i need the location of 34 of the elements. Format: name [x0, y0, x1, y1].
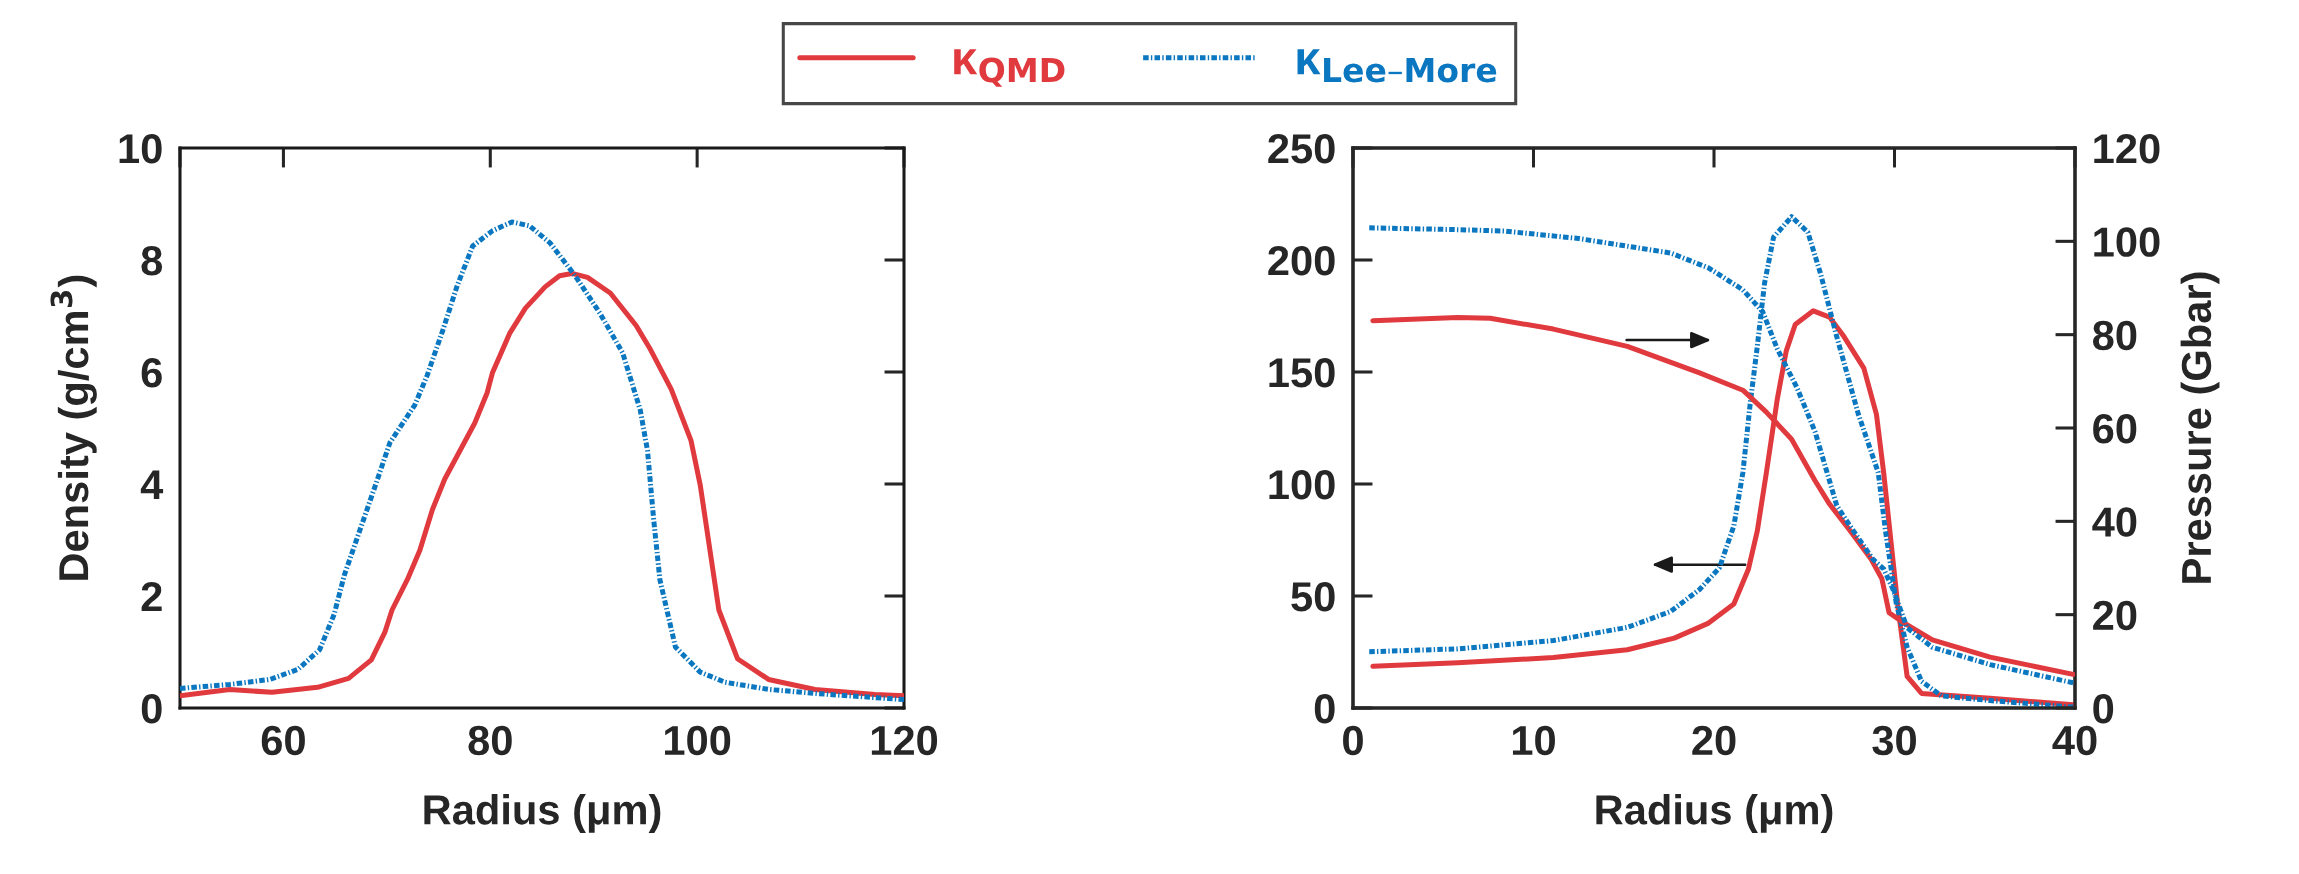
- y2-tick-label: 0: [2093, 694, 2114, 724]
- x-axis-title: Radius (μm): [1596, 794, 1833, 833]
- y2-tick-label: 40: [2092, 507, 2137, 537]
- y-tick-label: 6: [141, 358, 162, 388]
- x-axis-title: Radius (μm): [424, 794, 661, 833]
- legend-label: κ$_{QMD}$: [954, 49, 1065, 87]
- y2-tick-label: 100: [2094, 227, 2160, 257]
- x-tick-label: 60: [261, 725, 305, 756]
- x-tick-label: 100: [665, 725, 731, 756]
- y2-axis-title: Pressure (Gbar): [2180, 272, 2220, 583]
- y-axis-title: Density (g/cm$^{3}$): [50, 275, 97, 580]
- y-tick-label: 0: [1314, 694, 1335, 724]
- x-tick-label: 30: [1872, 725, 1916, 756]
- x-tick-label: 120: [871, 725, 938, 756]
- y2-tick-label: 80: [2092, 320, 2137, 351]
- y2-tick-label: 20: [2093, 600, 2137, 631]
- y-tick-label: 100: [1269, 470, 1335, 500]
- x-tick-label: 20: [1692, 725, 1736, 756]
- y-tick-label: 0: [141, 694, 162, 724]
- y-tick-label: 250: [1268, 134, 1335, 164]
- legend-label: κ$_{Lee–More}$: [1297, 49, 1497, 83]
- y-tick-label: 150: [1269, 358, 1335, 388]
- y2-tick-label: 120: [2094, 134, 2160, 164]
- y-tick-label: 2: [141, 582, 162, 612]
- x-tick-label: 40: [2052, 725, 2097, 756]
- x-tick-label: 0: [1343, 725, 1363, 756]
- x-tick-label: 10: [1512, 725, 1555, 756]
- y-tick-label: 200: [1268, 246, 1335, 276]
- x-tick-label: 80: [468, 725, 512, 756]
- y-tick-label: 10: [119, 134, 162, 164]
- y2-tick-label: 60: [2093, 414, 2137, 444]
- y-tick-label: 50: [1291, 582, 1335, 612]
- y-tick-label: 8: [141, 246, 163, 276]
- y-tick-label: 4: [140, 470, 164, 500]
